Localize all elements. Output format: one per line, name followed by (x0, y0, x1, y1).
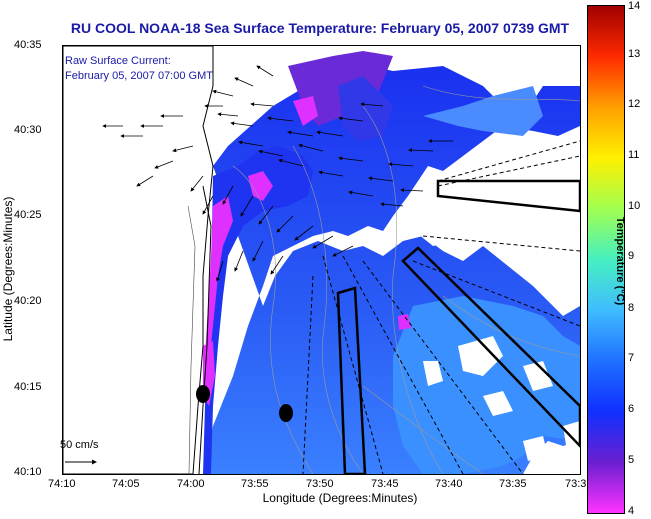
sst-water-coverage (203, 51, 580, 474)
x-tick-label: 73:50 (306, 478, 334, 490)
legend-current-label: Raw Surface Current: (65, 55, 171, 67)
colorbar-tick-label: 12 (628, 98, 641, 110)
map-plot-area (62, 45, 581, 475)
colorbar-tick-label: 9 (628, 250, 635, 262)
y-tick-label: 40:10 (14, 466, 42, 478)
legend-current-time: February 05, 2007 07:00 GMT (65, 70, 213, 82)
x-tick-label: 73:40 (435, 478, 463, 490)
colorbar-tick-label: 6 (628, 403, 635, 415)
colorbar-tick-label: 8 (628, 302, 635, 314)
x-tick-label: 74:10 (48, 478, 76, 490)
map-svg (63, 46, 580, 474)
x-tick-label: 73:45 (371, 478, 399, 490)
x-tick-label: 74:00 (177, 478, 205, 490)
colorbar-tick-label: 10 (628, 200, 641, 212)
y-tick-label: 40:30 (14, 124, 42, 136)
scale-label: 50 cm/s (60, 439, 99, 451)
y-tick-label: 40:20 (14, 295, 42, 307)
x-axis-label: Longitude (Degrees:Minutes) (262, 491, 418, 505)
chart-title: RU COOL NOAA-18 Sea Surface Temperature:… (70, 20, 570, 36)
colorbar-tick-label: 14 (628, 0, 641, 12)
colorbar-tick-label: 4 (628, 505, 635, 517)
colorbar (587, 5, 625, 514)
coastline (63, 46, 214, 474)
x-tick-label: 73:35 (499, 478, 527, 490)
y-axis-label: Latitude (Degrees:Minutes) (1, 196, 15, 342)
y-tick-label: 40:25 (14, 209, 42, 221)
y-tick-label: 40:35 (14, 39, 42, 51)
colorbar-tick-label: 13 (628, 48, 641, 60)
survey-boxes (336, 179, 580, 474)
colorbar-tick-label: 11 (628, 149, 640, 161)
colorbar-tick-label: 5 (628, 454, 635, 466)
x-tick-label: 74:05 (112, 478, 140, 490)
station-markers (196, 385, 293, 422)
y-tick-label: 40:15 (14, 381, 42, 393)
x-tick-label: 73:3 (565, 478, 587, 490)
x-tick-label: 73:55 (241, 478, 269, 490)
surface-current-vectors (102, 65, 453, 282)
colorbar-tick-label: 7 (628, 352, 635, 364)
colorbar-title: Temperature (°C) (614, 216, 626, 306)
